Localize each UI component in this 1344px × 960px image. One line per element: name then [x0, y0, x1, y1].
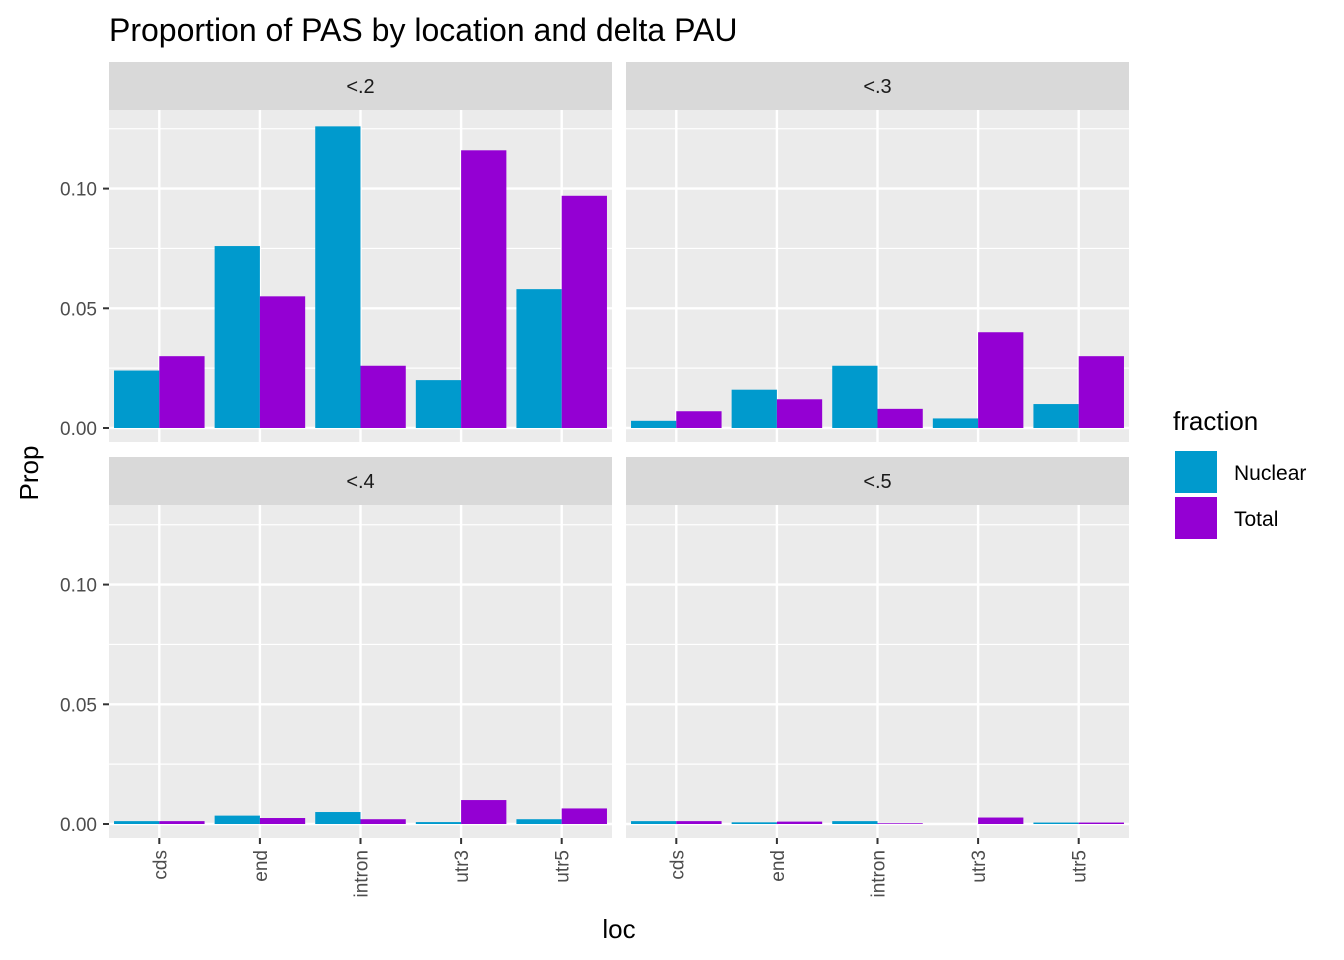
facet-strip-label: <.3 — [863, 76, 891, 98]
bar-nuclear — [114, 370, 160, 428]
facet-panel: <.2 0.00 0.05 0.10 — [60, 62, 612, 442]
bar-total — [360, 819, 406, 824]
bar-nuclear — [214, 246, 260, 428]
facet-strip — [626, 457, 1129, 505]
bar-total — [877, 408, 923, 428]
chart-title: Proportion of PAS by location and delta … — [109, 12, 738, 48]
bar-total — [461, 800, 507, 824]
x-tick-label: utr3 — [452, 850, 473, 883]
y-axis-title: Prop — [14, 446, 44, 501]
bar-total — [776, 821, 823, 824]
legend-label-nuclear: Nuclear — [1234, 462, 1306, 485]
bar-total — [259, 296, 306, 428]
bar-nuclear — [932, 418, 979, 428]
x-axis-title: loc — [602, 914, 635, 944]
legend-title: fraction — [1173, 406, 1258, 436]
legend-label-total: Total — [1234, 508, 1278, 531]
facet-panel: <.5 cds end intron utr3 utr5 — [626, 457, 1129, 898]
bar-nuclear — [832, 821, 878, 824]
bar-total — [159, 356, 205, 428]
facet-strip — [109, 62, 612, 110]
bar-nuclear — [415, 822, 462, 824]
bar-total — [978, 817, 1024, 824]
bar-total — [676, 821, 722, 824]
bar-total — [461, 150, 507, 428]
facet-panel: <.3 — [626, 62, 1129, 442]
x-tick-label: intron — [869, 850, 890, 898]
bar-nuclear — [415, 380, 462, 428]
bar-total — [1078, 356, 1124, 428]
bar-nuclear — [631, 420, 677, 428]
bar-total — [259, 818, 306, 824]
bar-nuclear — [516, 819, 562, 824]
bar-total — [561, 195, 607, 428]
bar-nuclear — [315, 126, 361, 428]
y-tick-label: 0.10 — [60, 576, 97, 597]
bar-nuclear — [1033, 404, 1079, 428]
y-tick-label: 0.05 — [60, 695, 97, 716]
bar-nuclear — [214, 815, 260, 824]
bar-total — [561, 808, 607, 824]
x-tick-label: cds — [667, 850, 688, 880]
bar-total — [159, 821, 205, 824]
bar-total — [877, 823, 923, 824]
bar-total — [360, 365, 406, 428]
facet-strip — [109, 457, 612, 505]
x-tick-label: end — [768, 850, 789, 882]
facet-strip-label: <.5 — [863, 471, 891, 493]
legend: fraction Nuclear Total — [1173, 406, 1306, 539]
bar-total — [776, 399, 823, 428]
facet-panels: <.2 0.00 0.05 0.10 <.3 <.4 0.00 0.05 0.10 cds end i… — [60, 62, 1129, 898]
facet-panel: <.4 0.00 0.05 0.10 cds end intron utr3 utr5 — [60, 457, 612, 898]
bar-nuclear — [731, 389, 777, 428]
y-tick-label: 0.00 — [60, 419, 97, 440]
x-tick-label: utr5 — [1070, 850, 1091, 883]
bar-total — [676, 411, 722, 428]
bar-nuclear — [315, 812, 361, 824]
bar-nuclear — [516, 289, 562, 428]
x-tick-label: utr5 — [553, 850, 574, 883]
x-tick-label: end — [251, 850, 272, 882]
bar-nuclear — [631, 821, 677, 824]
bar-nuclear — [114, 821, 160, 824]
legend-key-total — [1175, 497, 1217, 539]
bar-nuclear — [1033, 822, 1079, 824]
bar-total — [978, 332, 1024, 428]
facet-strip-label: <.4 — [346, 471, 374, 493]
facet-strip — [626, 62, 1129, 110]
bar-nuclear — [731, 822, 777, 824]
x-tick-label: cds — [150, 850, 171, 880]
y-tick-label: 0.05 — [60, 299, 97, 320]
x-tick-label: utr3 — [969, 850, 990, 883]
y-tick-label: 0.10 — [60, 180, 97, 201]
bar-total — [1078, 822, 1124, 824]
legend-key-nuclear — [1175, 451, 1217, 493]
facet-strip-label: <.2 — [346, 76, 374, 98]
y-tick-label: 0.00 — [60, 815, 97, 836]
bar-nuclear — [832, 365, 878, 428]
x-tick-label: intron — [352, 850, 373, 898]
